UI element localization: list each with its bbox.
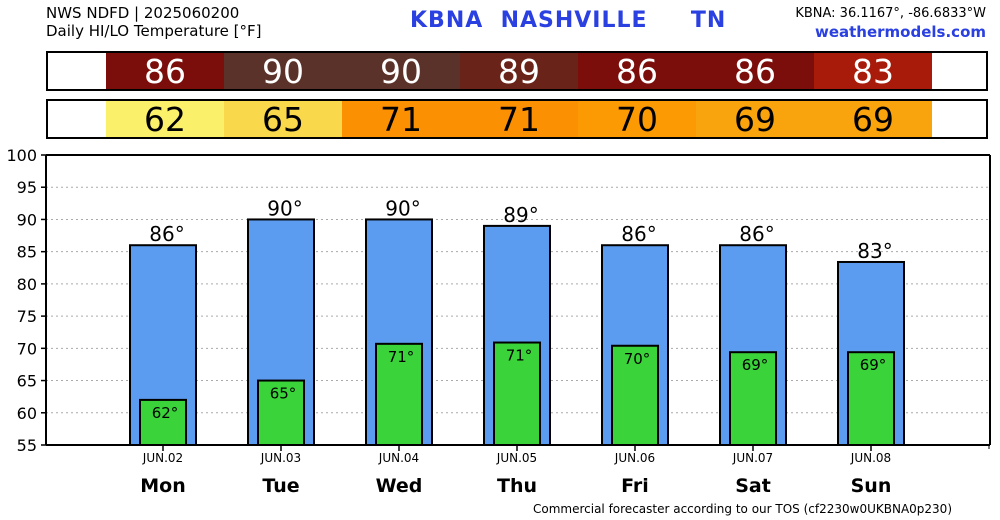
hi-bar-label: 86° xyxy=(149,222,184,246)
station-title: KBNA NASHVILLE TN xyxy=(410,8,727,33)
x-date-label: JUN.03 xyxy=(260,451,301,465)
lo-temperature-strip: 62 65 71 71 70 69 69 xyxy=(46,99,988,139)
lo-bar xyxy=(139,398,187,446)
lo-bar-label: 71° xyxy=(388,348,415,366)
x-day-label: Sun xyxy=(851,475,892,497)
lo-bar-label: 69° xyxy=(742,356,769,374)
lo-temp-cell: 69 xyxy=(814,100,932,139)
hi-bar-label: 83° xyxy=(857,239,892,263)
y-tick-label: 95 xyxy=(17,178,37,197)
hi-temp-cell: 86 xyxy=(106,52,224,91)
lo-bar xyxy=(729,351,777,446)
x-date-label: JUN.04 xyxy=(378,451,419,465)
hi-bar-label: 89° xyxy=(503,203,538,227)
hi-temp-cell: 90 xyxy=(224,52,342,91)
y-tick-label: 70 xyxy=(17,339,37,358)
lo-temp-cell: 71 xyxy=(342,100,460,139)
lo-bar-label: 62° xyxy=(152,404,179,422)
y-tick-label: 90 xyxy=(17,210,37,229)
y-tick-label: 85 xyxy=(17,243,37,262)
x-day-label: Wed xyxy=(376,475,423,497)
y-tick-label: 80 xyxy=(17,275,37,294)
lo-bar xyxy=(847,351,895,446)
hi-bar-label: 86° xyxy=(621,222,656,246)
y-tick-label: 65 xyxy=(17,372,37,391)
hi-temperature-strip: 86 90 90 89 86 86 83 xyxy=(46,51,988,91)
hi-temp-cell: 90 xyxy=(342,52,460,91)
hi-temp-cell: 86 xyxy=(696,52,814,91)
lo-temp-cell: 71 xyxy=(460,100,578,139)
lo-bar xyxy=(611,344,659,446)
hi-temp-cell: 89 xyxy=(460,52,578,91)
x-day-label: Tue xyxy=(262,475,299,497)
x-date-label: JUN.05 xyxy=(496,451,537,465)
y-tick-label: 100 xyxy=(6,146,37,165)
lo-bar-label: 69° xyxy=(860,356,887,374)
y-tick-label: 55 xyxy=(17,436,37,455)
hi-bar-label: 90° xyxy=(385,196,420,220)
y-tick-label: 60 xyxy=(17,404,37,423)
lo-temp-cell: 62 xyxy=(106,100,224,139)
product-subtitle: Daily HI/LO Temperature [°F] xyxy=(46,22,262,40)
lo-bar-label: 70° xyxy=(624,350,651,368)
site-link[interactable]: weathermodels.com xyxy=(814,23,986,41)
hi-temp-cell: 83 xyxy=(814,52,932,91)
x-date-label: JUN.08 xyxy=(850,451,891,465)
lo-temp-cell: 69 xyxy=(696,100,814,139)
x-date-label: JUN.02 xyxy=(142,451,183,465)
footer-note: Commercial forecaster according to our T… xyxy=(532,502,952,516)
lo-temp-cell: 70 xyxy=(578,100,696,139)
temperature-bar-chart: 55 60 65 70 75 80 85 90 95 100 86° 62° JUN.02 Mon 90° 6… xyxy=(6,146,991,497)
x-day-label: Sat xyxy=(735,475,771,497)
y-tick-label: 75 xyxy=(17,307,37,326)
product-title: NWS NDFD | 2025060200 xyxy=(46,4,240,22)
hi-temp-cell: 86 xyxy=(578,52,696,91)
lo-bar xyxy=(375,342,423,446)
x-date-label: JUN.06 xyxy=(614,451,655,465)
x-day-label: Thu xyxy=(497,475,537,497)
x-day-label: Fri xyxy=(621,475,649,497)
lo-bar xyxy=(493,341,541,447)
lo-bar-label: 65° xyxy=(270,385,297,403)
hi-bar-label: 86° xyxy=(739,222,774,246)
lo-temp-cell: 65 xyxy=(224,100,342,139)
hi-bar-label: 90° xyxy=(267,196,302,220)
station-coordinates: KBNA: 36.1167°, -86.6833°W xyxy=(795,6,986,21)
lo-bar-label: 71° xyxy=(506,347,533,365)
x-day-label: Mon xyxy=(140,475,186,497)
x-date-label: JUN.07 xyxy=(732,451,773,465)
